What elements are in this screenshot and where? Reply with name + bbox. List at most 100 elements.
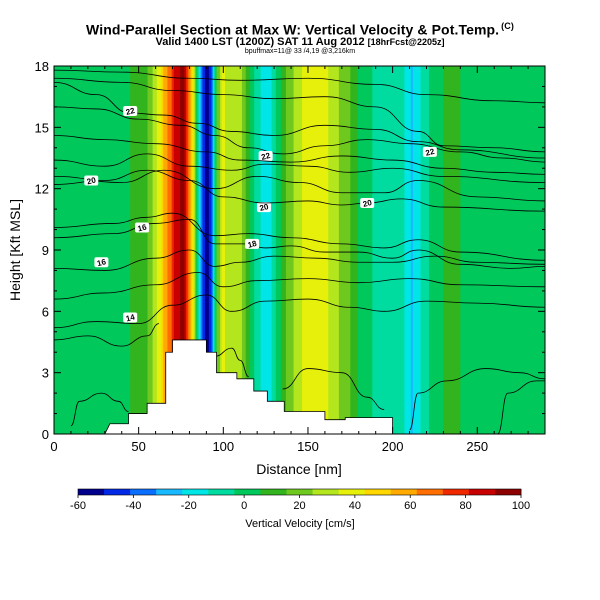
colorbar-swatch: [416, 489, 444, 495]
x-axis: 0 50 100 150 200 250: [50, 66, 529, 454]
velocity-band: [328, 66, 333, 434]
velocity-band: [275, 66, 279, 434]
colorbar-swatch: [494, 489, 522, 495]
velocity-band: [113, 66, 119, 434]
velocity-band: [426, 66, 430, 434]
contour-label: 20: [362, 198, 373, 209]
velocity-band: [481, 66, 487, 434]
theta-contour-line: [54, 249, 545, 271]
colorbar-tick-label: -40: [125, 500, 141, 512]
contour-label-bg: [84, 175, 99, 186]
velocity-band: [218, 66, 221, 434]
velocity-band: [144, 66, 149, 434]
velocity-band: [96, 66, 102, 434]
velocity-band: [163, 66, 166, 434]
x-tick-label: 150: [297, 439, 319, 454]
velocity-band: [406, 66, 410, 434]
velocity-band: [249, 66, 253, 434]
velocity-band: [271, 66, 275, 434]
theta-contour-line: [54, 272, 545, 300]
velocity-band: [247, 66, 251, 434]
colorbar-swatch: [286, 489, 313, 495]
velocity-band: [252, 66, 255, 434]
velocity-band: [434, 66, 440, 434]
velocity-band: [265, 66, 268, 434]
velocity-band: [408, 66, 412, 434]
colorbar-tick-label: 40: [349, 500, 361, 512]
y-tick-label: 6: [42, 304, 49, 319]
x-axis-title: Distance [nm]: [256, 461, 342, 477]
velocity-band: [92, 66, 97, 434]
contour-label-bg: [422, 146, 437, 157]
potential-temperature-contours: 14 16 18 16 20 20 20 22 22 22: [54, 69, 545, 434]
chart-title: Wind-Parallel Section at Max W: Vertical…: [0, 21, 600, 38]
contour-label-bg: [123, 312, 138, 323]
velocity-band: [206, 66, 209, 434]
velocity-band: [382, 66, 387, 434]
theta-contour-line: [409, 368, 545, 431]
velocity-band: [511, 66, 516, 434]
velocity-band: [299, 66, 303, 434]
velocity-band: [350, 66, 355, 434]
contour-label-bg: [258, 150, 273, 161]
velocity-band: [233, 66, 236, 434]
chart-title-text: Wind-Parallel Section at Max W: Vertical…: [86, 21, 500, 38]
velocity-band: [216, 66, 219, 434]
velocity-band: [354, 66, 359, 434]
velocity-band: [104, 66, 110, 434]
velocity-band: [180, 66, 183, 434]
theta-contour-line: [54, 153, 545, 183]
theta-contour-line: [54, 135, 545, 175]
velocity-band: [212, 66, 215, 434]
velocity-band: [215, 66, 218, 434]
velocity-band: [200, 66, 202, 434]
colorbar-tick-label: 100: [512, 500, 530, 512]
velocity-band: [75, 66, 80, 434]
x-tick-label: 100: [212, 439, 234, 454]
velocity-band: [447, 66, 453, 434]
velocity-band: [267, 66, 271, 434]
contour-label-bg: [123, 105, 138, 116]
velocity-band: [226, 66, 229, 434]
velocity-band: [262, 66, 265, 434]
velocity-band: [256, 66, 260, 434]
colorbar-swatch: [442, 489, 470, 495]
terrain-polygon: [54, 339, 545, 434]
contour-label: 18: [247, 239, 258, 250]
velocity-band: [197, 66, 200, 434]
x-tick-label: 50: [131, 439, 145, 454]
chart-subtitle: Valid 1400 LST (1200Z) SAT 11 Aug 2012 […: [0, 36, 600, 48]
velocity-band: [130, 66, 136, 434]
velocity-band: [125, 66, 131, 434]
velocity-band: [410, 66, 414, 434]
velocity-band: [241, 66, 245, 434]
velocity-band: [258, 66, 262, 434]
velocity-band: [196, 66, 199, 434]
velocity-band: [302, 66, 306, 434]
velocity-band: [398, 66, 403, 434]
velocity-band: [202, 66, 205, 434]
velocity-band: [228, 66, 231, 434]
colorbar-swatch: [104, 489, 131, 495]
y-tick-label: 3: [42, 366, 49, 381]
velocity-band: [305, 66, 309, 434]
contour-label: 22: [260, 151, 271, 162]
velocity-band: [489, 66, 495, 434]
vertical-velocity-field: [54, 66, 545, 434]
velocity-band: [385, 66, 390, 434]
velocity-band: [167, 66, 171, 434]
velocity-band: [401, 66, 406, 434]
velocity-band: [291, 66, 295, 434]
velocity-band: [165, 66, 169, 434]
velocity-band: [221, 66, 224, 434]
velocity-band: [389, 66, 394, 434]
colorbar-swatch: [468, 489, 496, 495]
velocity-band: [318, 66, 323, 434]
velocity-band: [506, 66, 512, 434]
colorbar-tick-label: 0: [241, 500, 247, 512]
contour-label: 22: [425, 147, 436, 158]
velocity-band: [269, 66, 273, 434]
velocity-band: [238, 66, 241, 434]
velocity-band: [375, 66, 380, 434]
velocity-band: [225, 66, 228, 434]
